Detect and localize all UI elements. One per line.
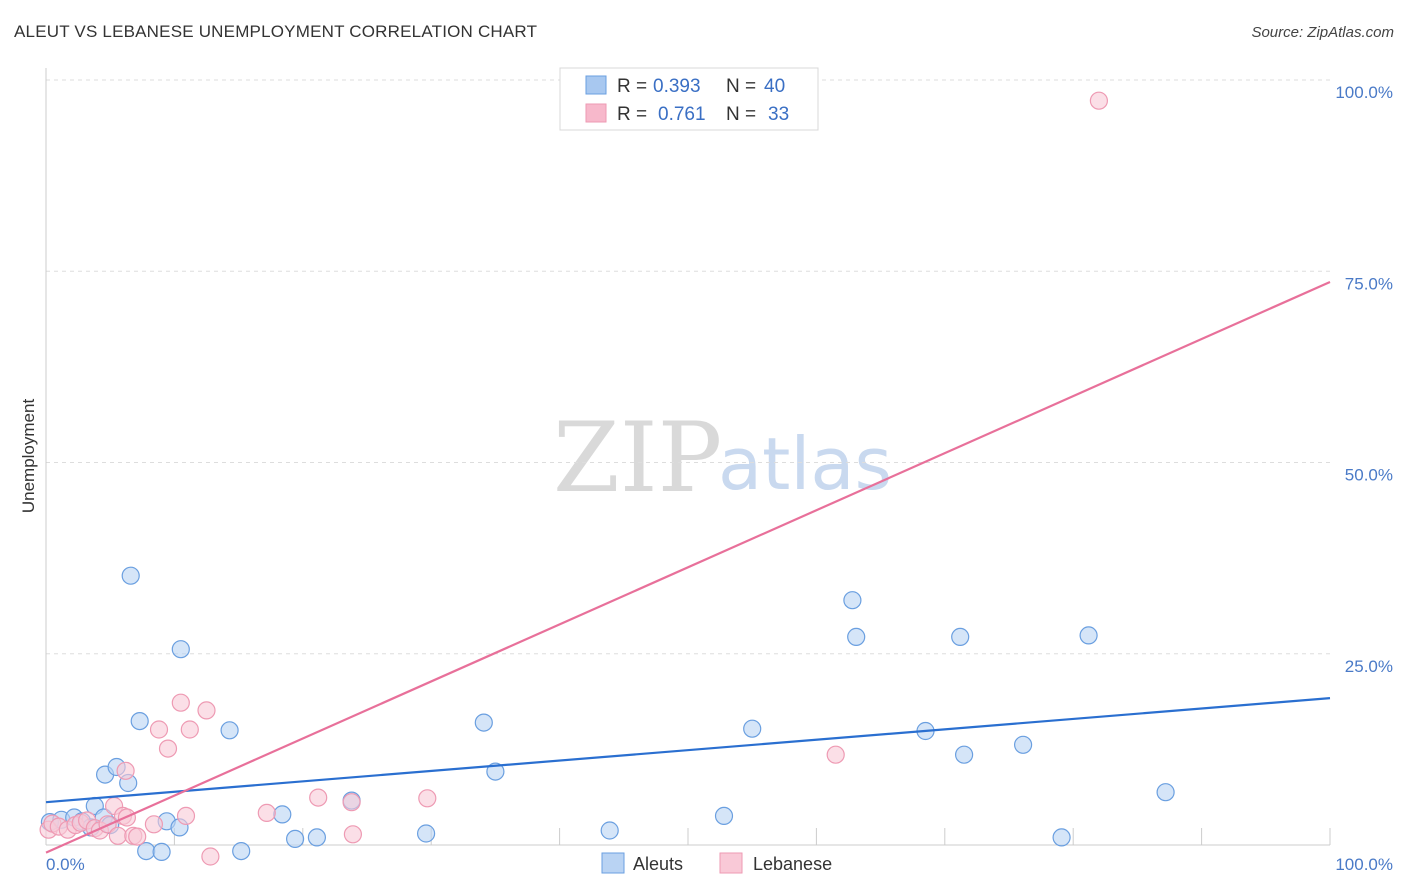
point-aleuts-31 [847,627,866,647]
bottom-legend-label-aleuts: Aleuts [633,854,683,874]
legend-r-value-lebanese: 0.761 [658,104,706,125]
point-lebanese-13 [116,761,135,780]
point-aleuts-37 [1079,626,1098,645]
legend-box: R = 0.393 N = 40 R = 0.761 N = 33 [559,67,819,131]
point-aleuts-22 [307,828,326,847]
point-lebanese-17 [144,815,163,834]
point-lebanese-24 [201,847,220,866]
legend-n-label-aleuts: N = [726,76,756,97]
point-aleuts-14 [152,842,171,862]
point-lebanese-18 [149,720,169,739]
point-aleuts-18 [220,721,239,740]
trend-lines [45,280,1331,854]
bottom-legend-label-lebanese: Lebanese [753,854,832,874]
watermark-zip: ZIP [553,402,722,514]
point-lebanese-31 [1089,91,1109,110]
point-aleuts-11 [121,566,140,585]
point-lebanese-27 [342,793,361,812]
point-aleuts-35 [1013,735,1033,754]
point-lebanese-25 [257,803,276,823]
legend-n-value-aleuts: 40 [764,76,785,97]
point-lebanese-22 [180,720,199,739]
trend-line-aleuts [45,697,1331,804]
watermark-atlas: atlas [718,422,892,506]
x-tick-label-max: 100.0% [1335,855,1393,874]
point-lebanese-11 [108,826,128,845]
point-aleuts-25 [474,713,493,732]
y-axis-label: Unemployment [19,399,38,514]
bottom-legend-swatch-aleuts [601,852,625,874]
y-tick-label-50: 50.0% [1345,466,1393,485]
legend-r-label-lebanese: R = [617,104,647,125]
point-aleuts-21 [286,829,305,849]
legend-swatch-lebanese [585,103,607,123]
y-tick-label-100: 100.0% [1335,83,1393,102]
point-aleuts-33 [951,627,970,647]
point-aleuts-24 [417,824,436,843]
point-aleuts-12 [130,711,149,731]
point-lebanese-29 [418,789,437,808]
trend-line-lebanese [45,280,1331,854]
point-aleuts-26 [486,762,505,781]
y-tick-label-25: 25.0% [1345,657,1393,676]
point-aleuts-17 [171,640,190,659]
chart-title: ALEUT VS LEBANESE UNEMPLOYMENT CORRELATI… [14,22,538,41]
point-lebanese-19 [158,739,178,758]
axes: Unemployment 25.0% 50.0% 75.0% 100.0% 0.0% 10… [19,68,1393,874]
point-lebanese-20 [171,693,190,712]
data-points [39,91,1175,866]
legend-r-label-aleuts: R = [617,76,647,97]
legend-swatch-aleuts [585,75,607,95]
point-aleuts-36 [1052,828,1071,847]
point-lebanese-21 [176,806,196,826]
point-lebanese-16 [128,827,147,846]
legend-n-label-lebanese: N = [726,104,756,125]
point-aleuts-19 [232,841,251,861]
legend-n-value-lebanese: 33 [768,104,789,125]
point-aleuts-34 [954,745,974,764]
point-aleuts-38 [1156,783,1175,802]
bottom-legend: Aleuts Lebanese [601,852,832,874]
legend-r-value-aleuts: 0.393 [653,76,701,97]
point-aleuts-20 [273,805,292,824]
point-lebanese-26 [309,788,328,807]
point-aleuts-29 [743,719,762,738]
point-lebanese-28 [343,825,362,844]
x-tick-label-min: 0.0% [46,855,85,874]
point-lebanese-30 [826,745,845,764]
source-label: Source: ZipAtlas.com [1251,24,1394,41]
bottom-legend-swatch-lebanese [719,852,743,874]
y-tick-label-75: 75.0% [1345,274,1393,293]
point-aleuts-30 [843,591,862,610]
point-aleuts-27 [600,821,619,840]
point-aleuts-28 [714,806,734,826]
point-lebanese-23 [197,701,216,720]
